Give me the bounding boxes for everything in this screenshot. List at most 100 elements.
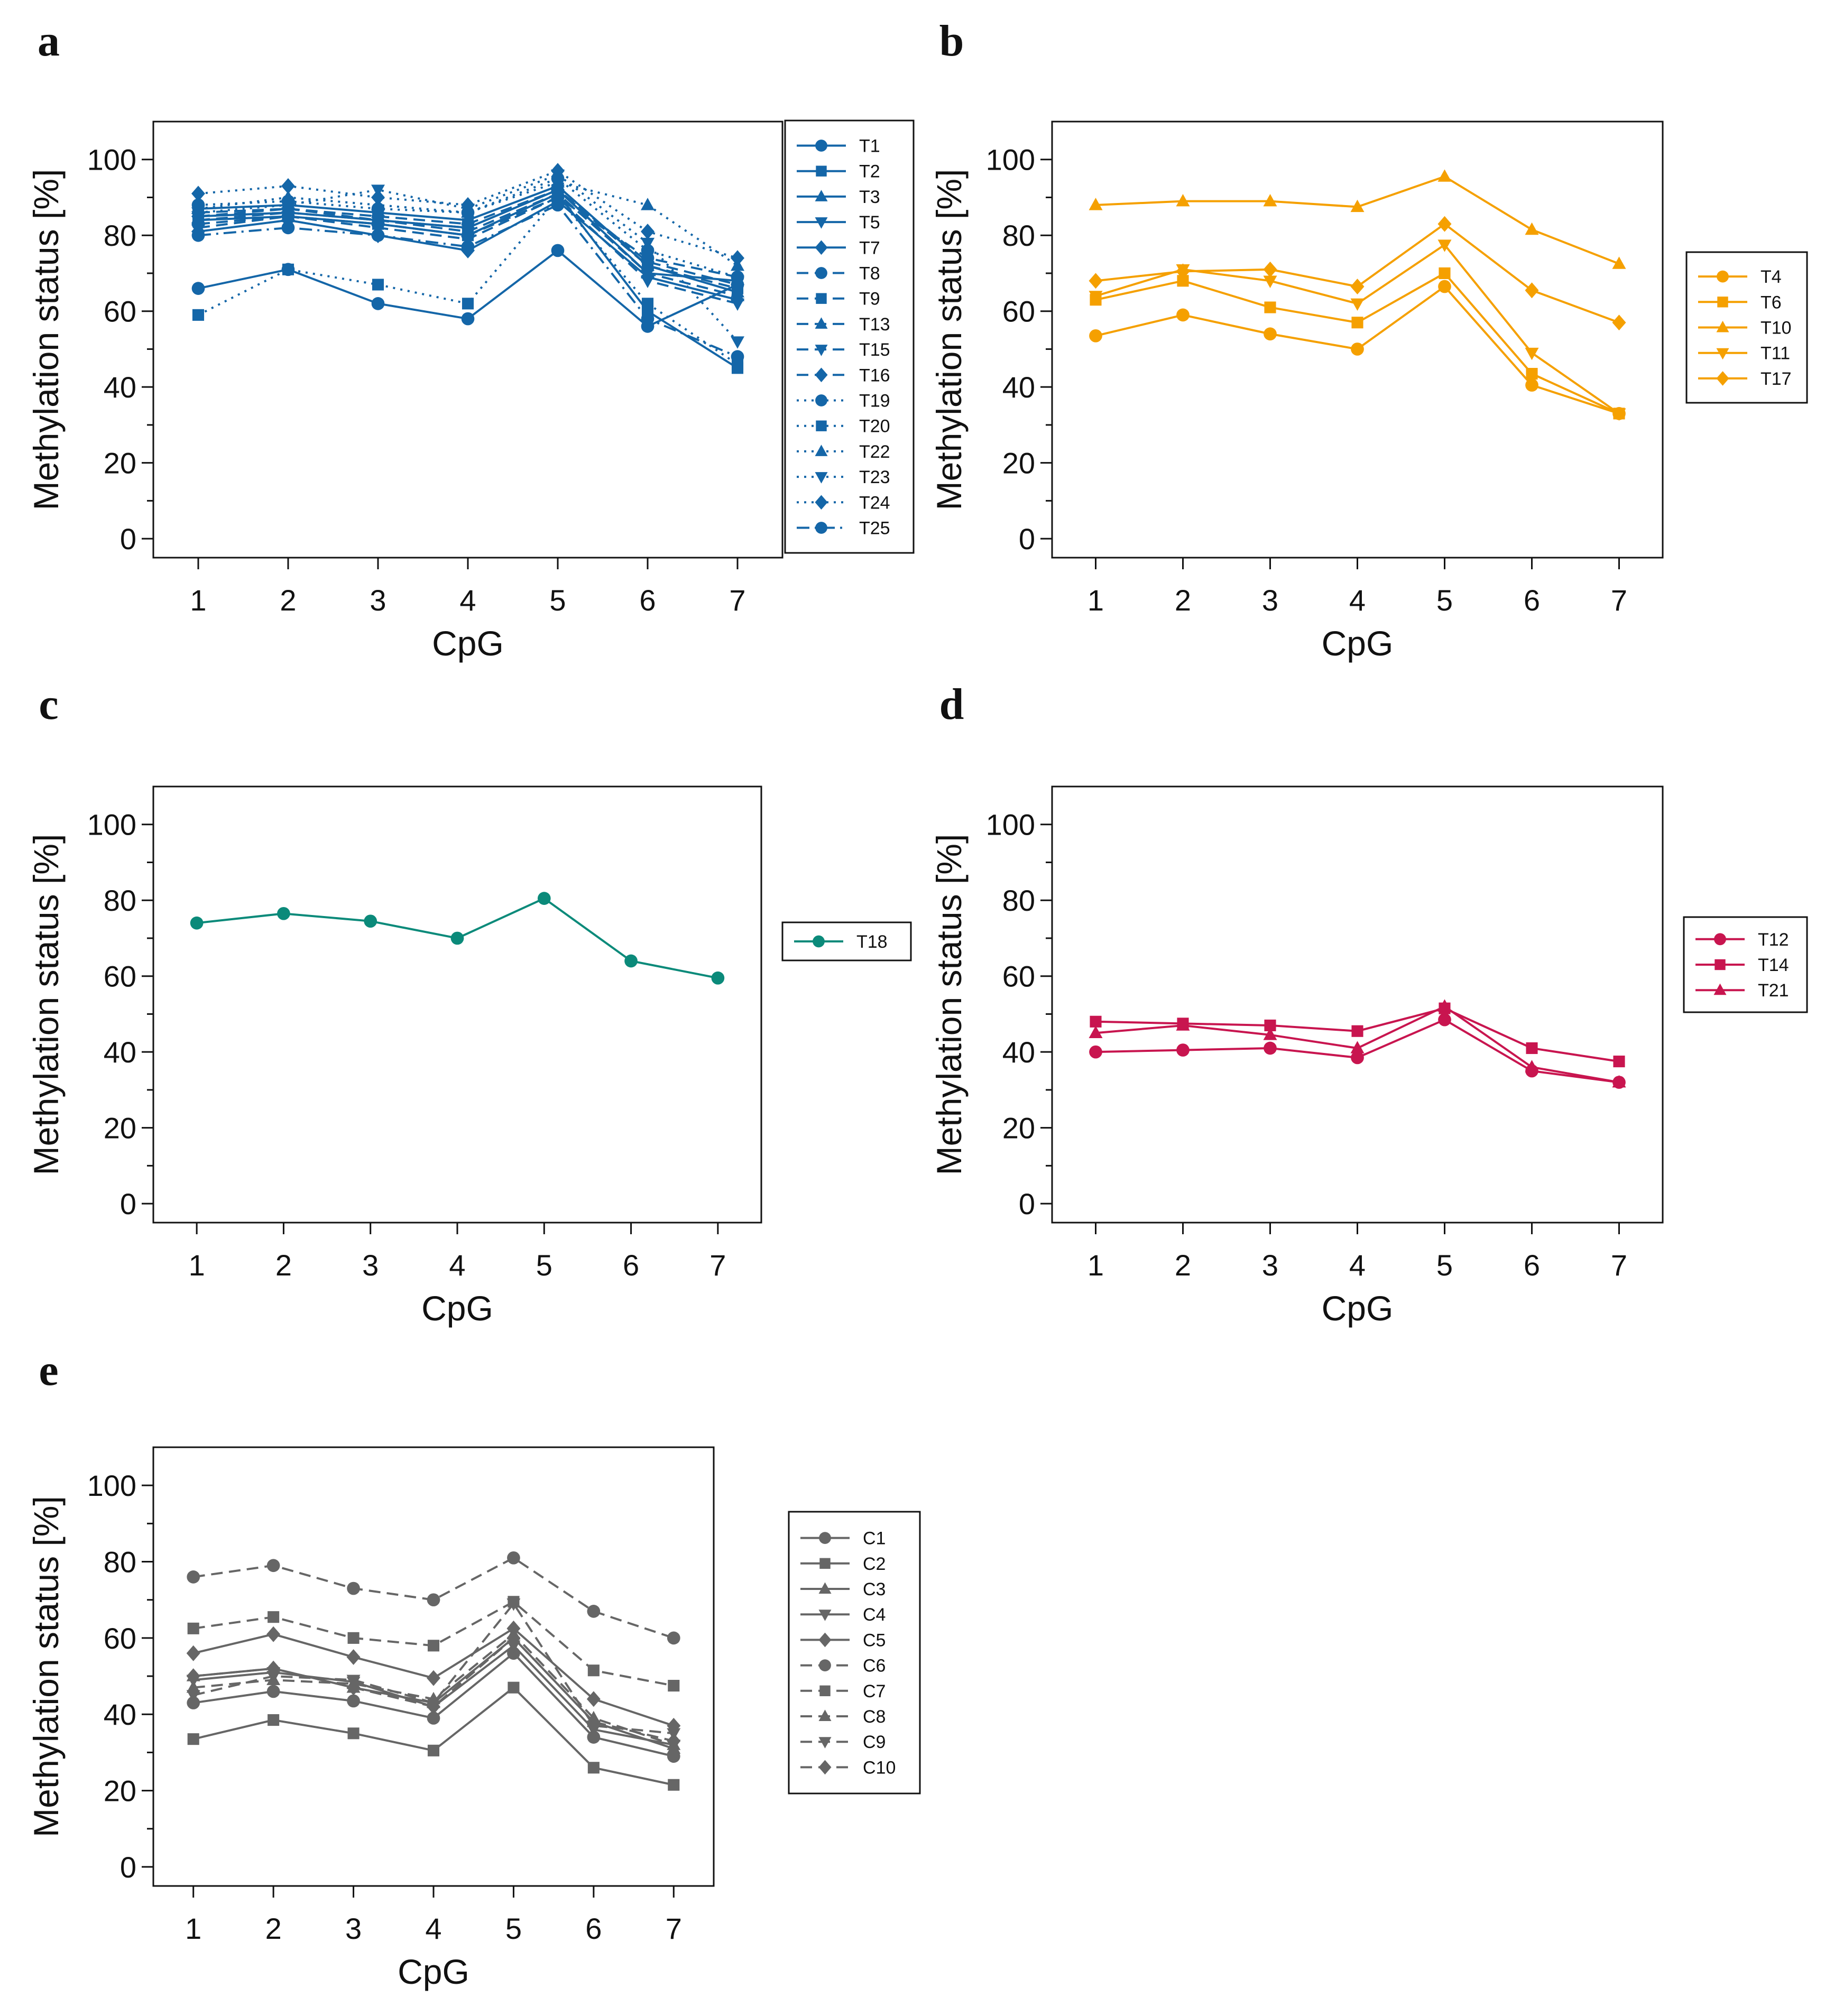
data-point: [266, 1559, 280, 1573]
legend-marker: [816, 420, 827, 431]
data-point: [461, 234, 475, 247]
data-point: [187, 1733, 199, 1745]
y-tick-label: 40: [1002, 371, 1035, 404]
series-T24: [191, 163, 744, 266]
y-tick-label: 80: [1002, 884, 1035, 917]
data-point: [1089, 329, 1102, 343]
x-axis-title: CpG: [398, 1952, 469, 1991]
legend-label: T4: [1761, 267, 1782, 287]
data-point: [667, 1733, 681, 1749]
y-axis-title: Methylation status [%]: [929, 169, 969, 511]
legend-marker: [1713, 983, 1727, 995]
data-point: [641, 254, 655, 270]
data-point: [427, 1698, 440, 1715]
y-tick-label: 0: [120, 1851, 136, 1884]
x-tick-label: 2: [1175, 584, 1191, 617]
data-point: [1438, 1013, 1451, 1027]
legend-marker: [818, 1709, 832, 1721]
data-point: [450, 931, 464, 945]
data-point: [371, 189, 385, 206]
data-point: [346, 1679, 361, 1696]
data-point: [347, 1727, 360, 1740]
data-point: [1351, 1051, 1364, 1065]
legend-marker: [1716, 348, 1729, 360]
data-point: [506, 1598, 521, 1611]
data-point: [641, 266, 655, 279]
legend-label: C4: [863, 1605, 886, 1625]
legend-marker: [818, 1632, 832, 1648]
legend-marker: [816, 165, 827, 177]
y-tick-label: 60: [1002, 295, 1035, 328]
x-tick-label: 1: [1087, 584, 1104, 617]
data-point: [461, 219, 475, 236]
legend-label: T22: [859, 442, 890, 462]
data-point: [667, 1631, 680, 1645]
panel-letter: b: [939, 16, 964, 66]
legend-label: T14: [1758, 955, 1789, 975]
panel-letter: d: [939, 680, 964, 729]
x-tick-label: 2: [265, 1912, 282, 1945]
data-point: [1437, 239, 1452, 252]
data-point: [427, 1712, 440, 1725]
data-point: [1350, 298, 1365, 311]
data-point: [1526, 368, 1538, 380]
y-axis-title: Methylation status [%]: [26, 169, 66, 511]
data-point: [587, 1664, 600, 1677]
legend: T18: [781, 921, 912, 961]
y-axis-title: Methylation status [%]: [26, 834, 66, 1176]
y-tick-label: 20: [104, 1774, 136, 1808]
x-tick-label: 4: [1349, 584, 1366, 617]
y-tick-label: 0: [120, 522, 136, 556]
data-point: [427, 1744, 440, 1756]
series-T25: [191, 198, 744, 364]
data-point: [731, 298, 744, 311]
panel-letter: a: [38, 16, 60, 66]
legend-label: C5: [863, 1630, 886, 1650]
data-point: [1351, 343, 1364, 356]
data-point: [1263, 1028, 1277, 1040]
legend-marker: [816, 293, 827, 304]
y-tick-label: 40: [104, 1698, 136, 1731]
data-point: [731, 250, 744, 266]
data-point: [187, 1696, 200, 1709]
x-tick-label: 6: [585, 1912, 602, 1945]
x-tick-label: 5: [1436, 1249, 1453, 1282]
legend-marker: [818, 1582, 832, 1594]
data-point: [372, 279, 384, 291]
x-tick-label: 7: [709, 1249, 726, 1282]
data-point: [461, 197, 475, 213]
plot-frame: [152, 121, 784, 559]
legend-marker: [815, 217, 828, 229]
legend: T12 T14 T21: [1683, 916, 1808, 1013]
panel-a: a 0 20 40 60 80 100 1 2 3 4 5 6 7 CpG Methylation statu…: [26, 16, 915, 663]
legend-marker: [815, 140, 827, 152]
legend-marker: [1716, 320, 1729, 332]
x-axis-title: CpG: [432, 624, 504, 663]
data-point: [1350, 199, 1365, 212]
x-tick-label: 5: [549, 584, 566, 617]
data-point: [371, 223, 385, 235]
series-C2: [187, 1681, 680, 1791]
data-point: [1264, 301, 1276, 313]
series-C6: [187, 1551, 680, 1645]
data-point: [1263, 194, 1277, 207]
legend-label: T19: [859, 391, 890, 411]
data-point: [1437, 999, 1452, 1012]
x-tick-label: 5: [1436, 584, 1453, 617]
data-point: [1176, 1043, 1190, 1057]
data-point: [1351, 1025, 1363, 1037]
data-point: [427, 1670, 440, 1686]
legend-marker: [819, 1558, 831, 1569]
data-point: [281, 211, 295, 224]
data-point: [586, 1691, 601, 1707]
data-point: [281, 221, 295, 235]
data-point: [1525, 222, 1539, 235]
x-tick-label: 7: [1611, 584, 1627, 617]
data-point: [711, 971, 725, 985]
data-point: [347, 1582, 360, 1595]
data-point: [1351, 317, 1363, 329]
data-point: [1089, 1025, 1103, 1039]
data-point: [1176, 263, 1190, 280]
x-tick-label: 5: [505, 1912, 522, 1945]
